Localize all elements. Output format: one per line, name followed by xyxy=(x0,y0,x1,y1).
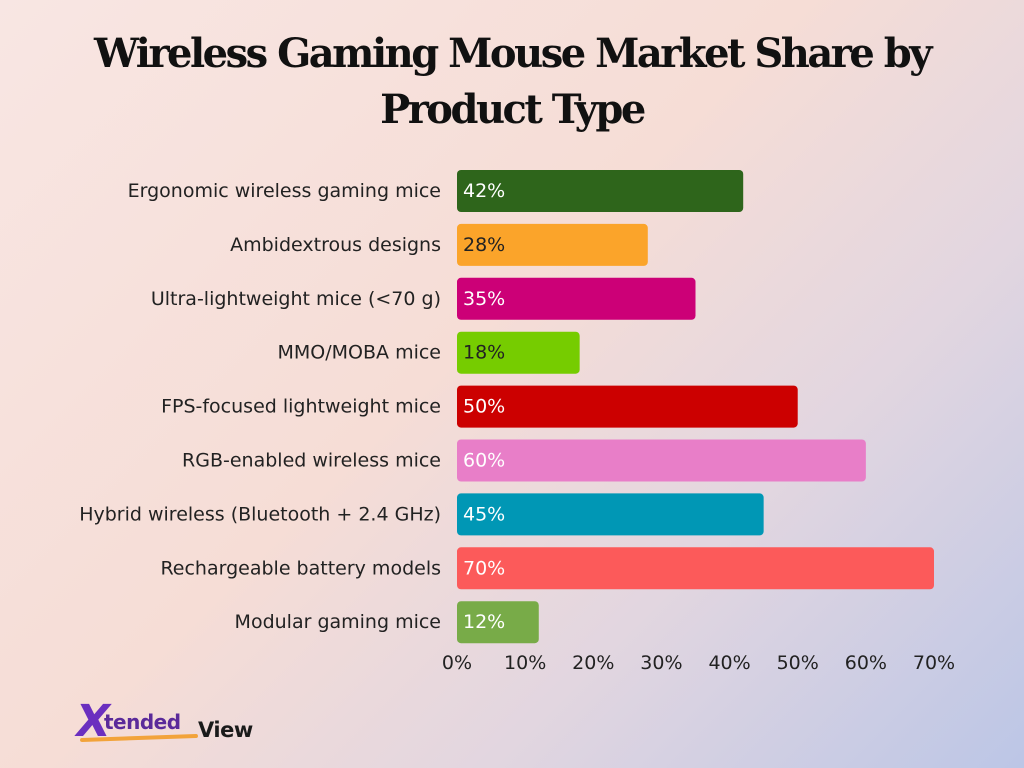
bar-1 xyxy=(457,223,648,266)
logo-text-view: View xyxy=(198,718,253,742)
value-label-0: 42% xyxy=(463,180,505,202)
category-label-7: Rechargeable battery models xyxy=(160,557,441,579)
bar-4 xyxy=(457,385,798,428)
bar-8 xyxy=(457,601,539,644)
category-label-5: RGB-enabled wireless mice xyxy=(182,450,441,472)
category-label-2: Ultra-lightweight mice (<70 g) xyxy=(151,288,441,310)
category-label-6: Hybrid wireless (Bluetooth + 2.4 GHz) xyxy=(79,503,441,525)
page-title-line-1: Wireless Gaming Mouse Market Share by xyxy=(94,30,932,77)
value-label-5: 60% xyxy=(463,450,505,472)
category-label-4: FPS-focused lightweight mice xyxy=(161,396,441,418)
value-label-1: 28% xyxy=(463,234,505,256)
category-label-0: Ergonomic wireless gaming mice xyxy=(128,180,441,202)
x-tick-label-2: 20% xyxy=(572,652,614,674)
x-tick-label-3: 30% xyxy=(640,652,682,674)
category-label-8: Modular gaming mice xyxy=(235,611,441,633)
bar-chart: Ergonomic wireless gaming mice 42% Ambidex… xyxy=(79,170,955,674)
page-title-line-2: Product Type xyxy=(380,86,646,133)
brand-logo: X tended View xyxy=(72,696,276,748)
x-tick-label-6: 60% xyxy=(845,652,887,674)
value-label-2: 35% xyxy=(463,288,505,310)
bar-0 xyxy=(457,170,744,212)
value-label-8: 12% xyxy=(463,611,505,633)
x-tick-label-4: 40% xyxy=(708,652,750,674)
x-tick-label-0: 0% xyxy=(442,652,472,674)
bar-6 xyxy=(457,493,764,536)
value-label-3: 18% xyxy=(463,342,505,364)
bar-5 xyxy=(457,439,866,482)
value-label-4: 50% xyxy=(463,396,505,418)
bar-3 xyxy=(457,331,580,374)
category-label-3: MMO/MOBA mice xyxy=(278,342,442,364)
x-tick-label-1: 10% xyxy=(504,652,546,674)
x-tick-label-5: 50% xyxy=(777,652,819,674)
bar-2 xyxy=(457,277,696,320)
x-tick-label-7: 70% xyxy=(913,652,955,674)
category-label-1: Ambidextrous designs xyxy=(230,234,441,256)
logo-text-tended: tended xyxy=(104,710,181,734)
value-label-6: 45% xyxy=(463,503,505,525)
bar-7 xyxy=(457,547,934,590)
value-label-7: 70% xyxy=(463,557,505,579)
page-title: Wireless Gaming Mouse Market Share by Pr… xyxy=(0,26,1024,138)
